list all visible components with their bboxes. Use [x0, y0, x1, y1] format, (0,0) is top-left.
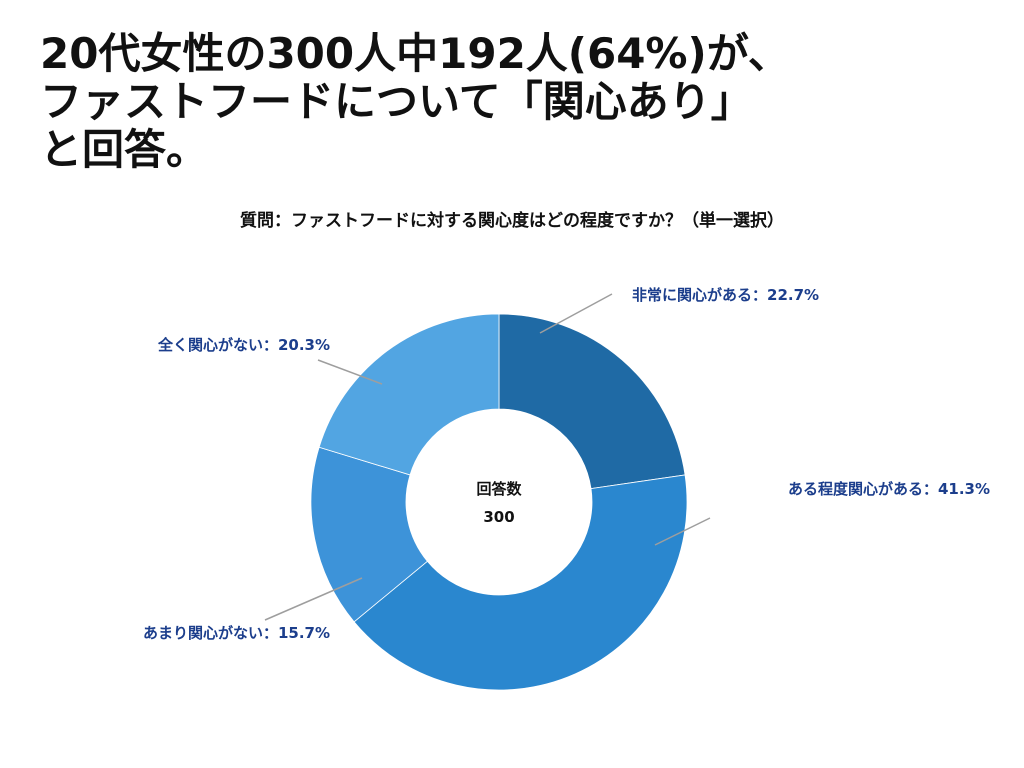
center-value: 300	[483, 508, 514, 526]
chart-title: 質問：ファストフードに対する関心度はどの程度ですか？（単一選択）	[240, 211, 784, 231]
leader-line-2	[654, 517, 711, 546]
slice-label-2: ある程度関心がある：41.3%	[788, 480, 990, 498]
slice-label-3: あまり関心がない：15.7%	[143, 624, 330, 642]
headline-line-1: 20代女性の300人中192人(64%)が、	[40, 29, 790, 78]
donut-slices	[310, 313, 688, 691]
headline-line-2: ファストフードについて「関心あり」	[40, 77, 753, 126]
headline: 20代女性の300人中192人(64%)が、 ファストフードについて「関心あり」…	[40, 30, 1000, 174]
donut-slice-3	[310, 446, 428, 623]
leader-line-4	[317, 359, 383, 385]
donut-slice-2	[353, 474, 688, 691]
slice-labels: 非常に関心がある：22.7% ある程度関心がある：41.3% あまり関心がない：15…	[143, 286, 990, 642]
slice-label-1: 非常に関心がある：22.7%	[632, 286, 819, 304]
slice-label-4: 全く関心がない：20.3%	[157, 336, 330, 354]
center-label: 回答数	[476, 480, 522, 498]
leader-line-3	[264, 577, 363, 621]
headline-line-3: と回答。	[40, 125, 209, 174]
leader-lines	[264, 293, 711, 621]
donut-slice-4	[318, 313, 500, 476]
donut-slice-1	[498, 313, 686, 490]
leader-line-1	[539, 293, 613, 334]
